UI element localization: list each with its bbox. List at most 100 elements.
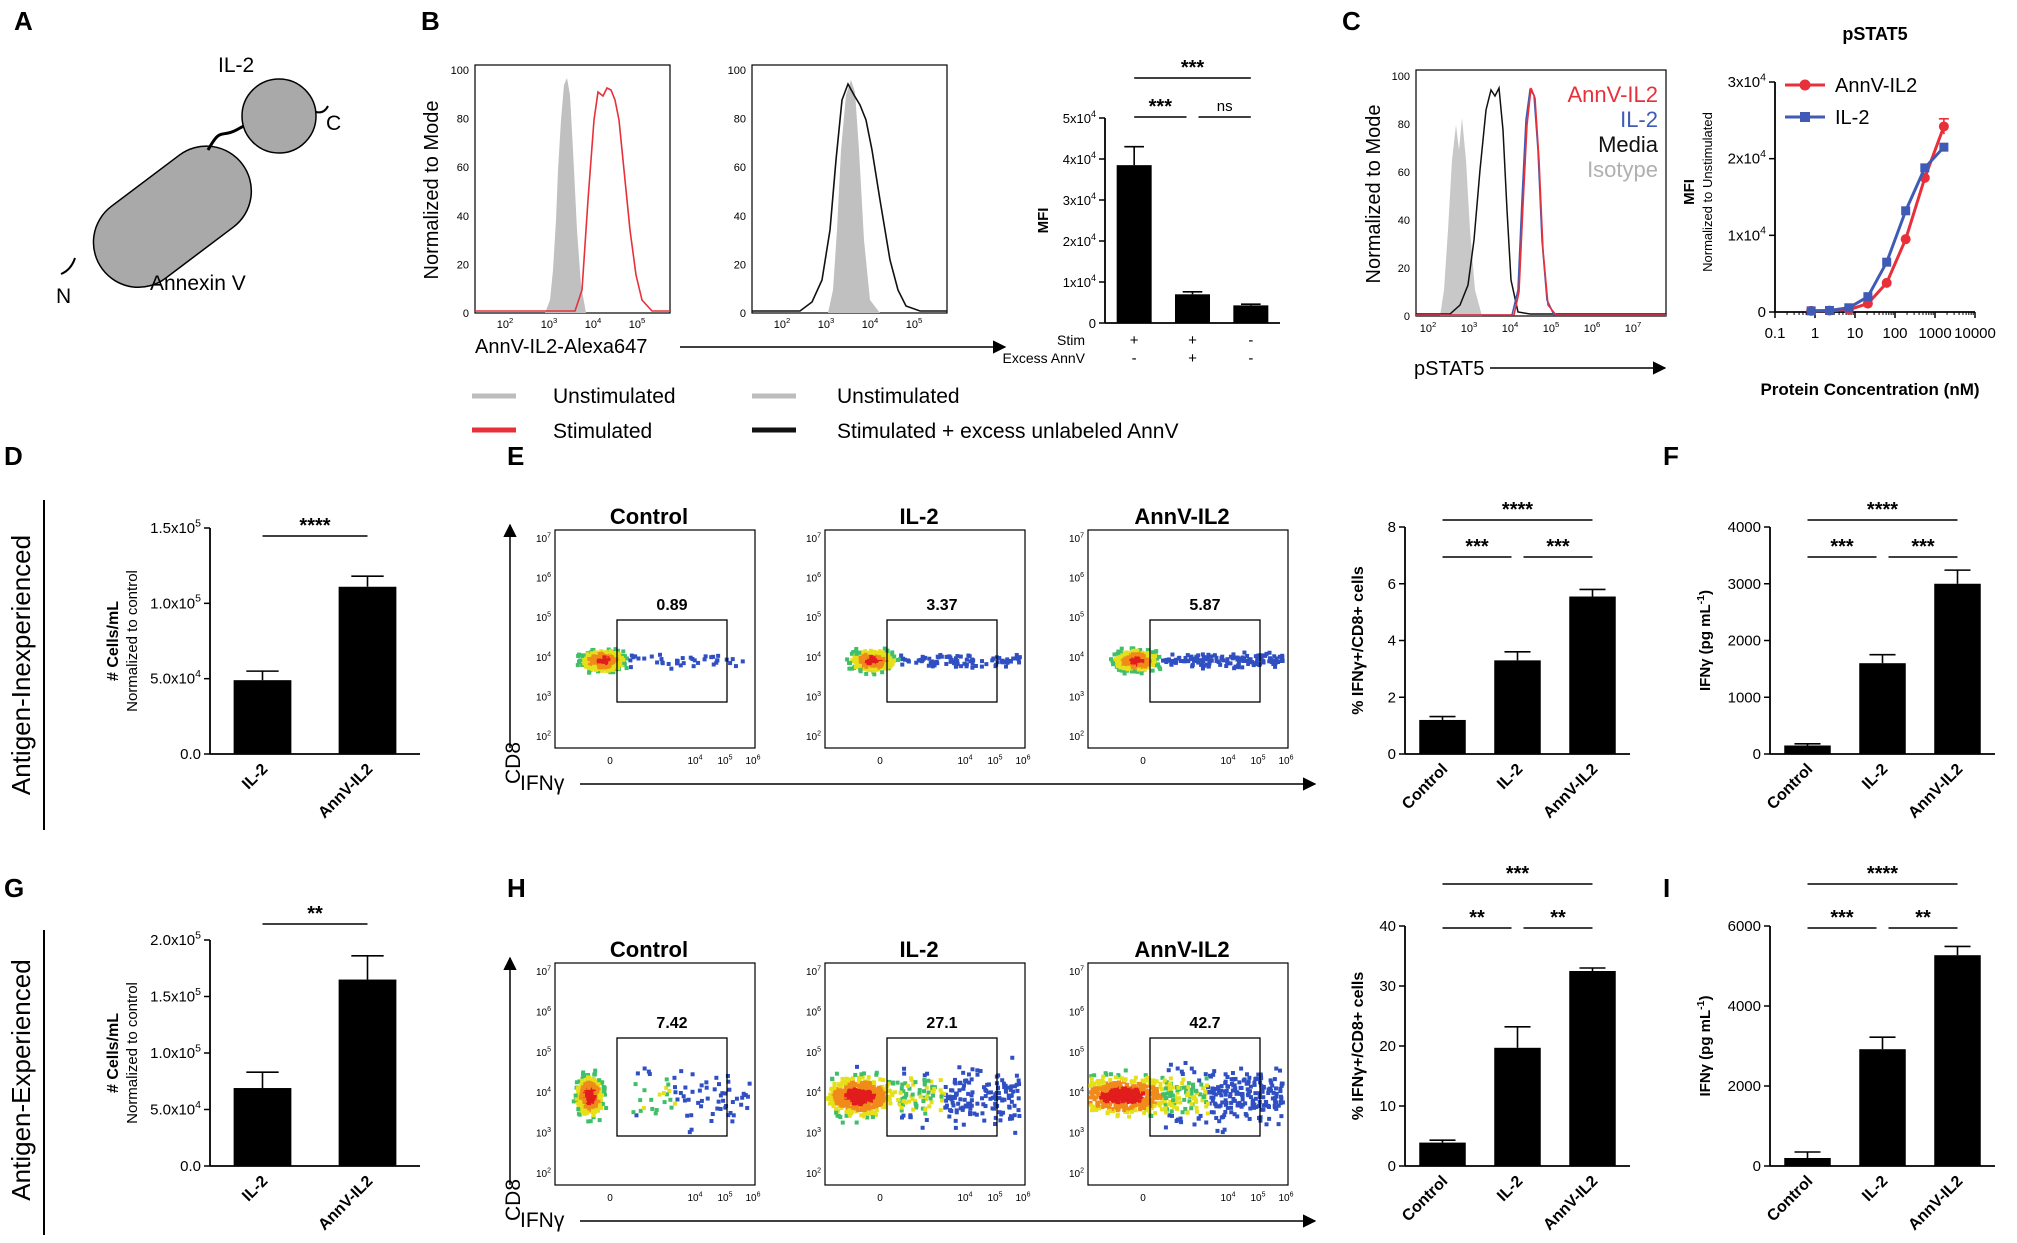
y-tick-label-base: 1.5x10 [150, 989, 195, 1006]
flow-dot [593, 651, 598, 656]
flow-dot [935, 654, 940, 659]
flow-dot [1145, 653, 1150, 658]
flow-dot [596, 658, 601, 663]
flow-x-tick-label-exp: 5 [999, 755, 1003, 762]
flow-dot [681, 1094, 686, 1099]
histogram-c-legend-isotype: Isotype [1587, 157, 1658, 182]
flow-y-tick-label: 107 [1069, 966, 1084, 979]
flow-x-tick-label: 0 [877, 1193, 883, 1204]
y-tick-label-base: 0 [1388, 746, 1396, 763]
flow-dot [926, 1078, 931, 1083]
flow-dot [586, 1119, 591, 1124]
x-tick-label: 105 [1543, 320, 1560, 335]
y-tick-label-exp: 4 [1091, 232, 1096, 242]
flow-dot [1267, 659, 1272, 664]
flow-y-tick-label: 102 [536, 731, 551, 744]
flow-dot [1178, 1100, 1183, 1105]
flow-dot [1194, 1089, 1199, 1094]
flow-dot [1254, 1104, 1259, 1109]
flow-dot [858, 655, 863, 660]
flow-dot [975, 1072, 980, 1077]
flow-x-tick-label: 104 [957, 1192, 972, 1205]
bar-0 [1116, 165, 1152, 323]
histogram-c-frame [1415, 69, 1667, 317]
flow-dot [582, 1097, 587, 1102]
flow-dot [1220, 1130, 1225, 1135]
flow-dot [1089, 1076, 1094, 1081]
flow-y-label: CD8 [502, 1179, 525, 1221]
flow-dot [619, 655, 624, 660]
flow-dot [1271, 662, 1276, 667]
flow-dot [598, 654, 603, 659]
bar-1 [338, 586, 397, 754]
flow-gate-value: 42.7 [1189, 1015, 1220, 1032]
flow-dot [1121, 1086, 1126, 1091]
sig-label-2: *** [1506, 863, 1530, 885]
flow-dot [1127, 663, 1132, 668]
flow-dot [1113, 657, 1118, 662]
flow-x-tick-label-exp: 6 [1290, 755, 1294, 762]
flow-dot [829, 1098, 834, 1103]
flow-x-tick-label: 105 [717, 755, 732, 768]
flow-dot [590, 1078, 595, 1083]
flow-x-tick-label-base: 10 [717, 1193, 729, 1204]
sig-label-0: *** [1830, 536, 1854, 558]
flow-dot [1016, 1108, 1021, 1113]
flow-dot [860, 1085, 865, 1090]
flow-dot [869, 1112, 874, 1117]
flow-dot [1156, 1101, 1161, 1106]
flow-dot [1204, 1076, 1209, 1081]
flow-dot [961, 1070, 966, 1075]
flow-dot [1141, 655, 1146, 660]
flow-dot [923, 1111, 928, 1116]
flow-dot [871, 1089, 876, 1094]
flow-y-tick-label-base: 10 [536, 1007, 548, 1018]
category-label-1: AnnV-IL2 [315, 761, 376, 822]
flow-dot [998, 1118, 1003, 1123]
flow-dot [1166, 1091, 1171, 1096]
flow-dot [1207, 659, 1212, 664]
y-tick-label: 20 [1379, 1038, 1396, 1055]
flow-dot [1218, 1103, 1223, 1108]
y-tick-label: 0.0 [180, 746, 201, 763]
flow-dot [1181, 1077, 1186, 1082]
flow-dot [1012, 1084, 1017, 1089]
flow-y-tick-label: 105 [536, 1046, 551, 1059]
flow-y-tick-label-exp: 2 [547, 731, 551, 738]
flow-dot [951, 1094, 956, 1099]
flow-y-tick-label-base: 10 [536, 1048, 548, 1059]
flow-dot [994, 1097, 999, 1102]
panel-letter-h: H [507, 873, 526, 903]
flow-dot [1182, 1085, 1187, 1090]
flow-dot [968, 1112, 973, 1117]
flow-dot [1202, 1092, 1207, 1097]
flow-dot [1017, 655, 1022, 660]
flow-dot [909, 1076, 914, 1081]
flow-dot [907, 1086, 912, 1091]
flow-dot [1174, 1118, 1179, 1123]
flow-dot [899, 1105, 904, 1110]
flow-dot [1213, 1092, 1218, 1097]
flow-dot [867, 665, 872, 670]
flow-y-tick-label: 107 [806, 966, 821, 979]
flow-y-tick-label: 106 [536, 572, 551, 585]
flow-dot [593, 1091, 598, 1096]
flow-dot [873, 1113, 878, 1118]
flow-dot [1271, 1090, 1276, 1095]
flow-dot [1259, 1076, 1264, 1081]
flow-dot [604, 650, 609, 655]
flow-dot [1003, 1087, 1008, 1092]
flow-dot [576, 1101, 581, 1106]
flow-dot [1010, 1055, 1015, 1060]
flow-dot [691, 664, 696, 669]
flow-dot [1096, 1078, 1101, 1083]
flow-dot [579, 1083, 584, 1088]
x-tick-label-exp: 3 [830, 316, 834, 325]
flow-dot [868, 1095, 873, 1100]
sig-label-2: **** [1867, 863, 1898, 885]
flow-dot [1116, 1093, 1121, 1098]
flow-dot [944, 654, 949, 659]
flow-dot [1094, 1089, 1099, 1094]
flow-y-tick-label: 102 [806, 731, 821, 744]
flow-dot [1141, 1091, 1146, 1096]
